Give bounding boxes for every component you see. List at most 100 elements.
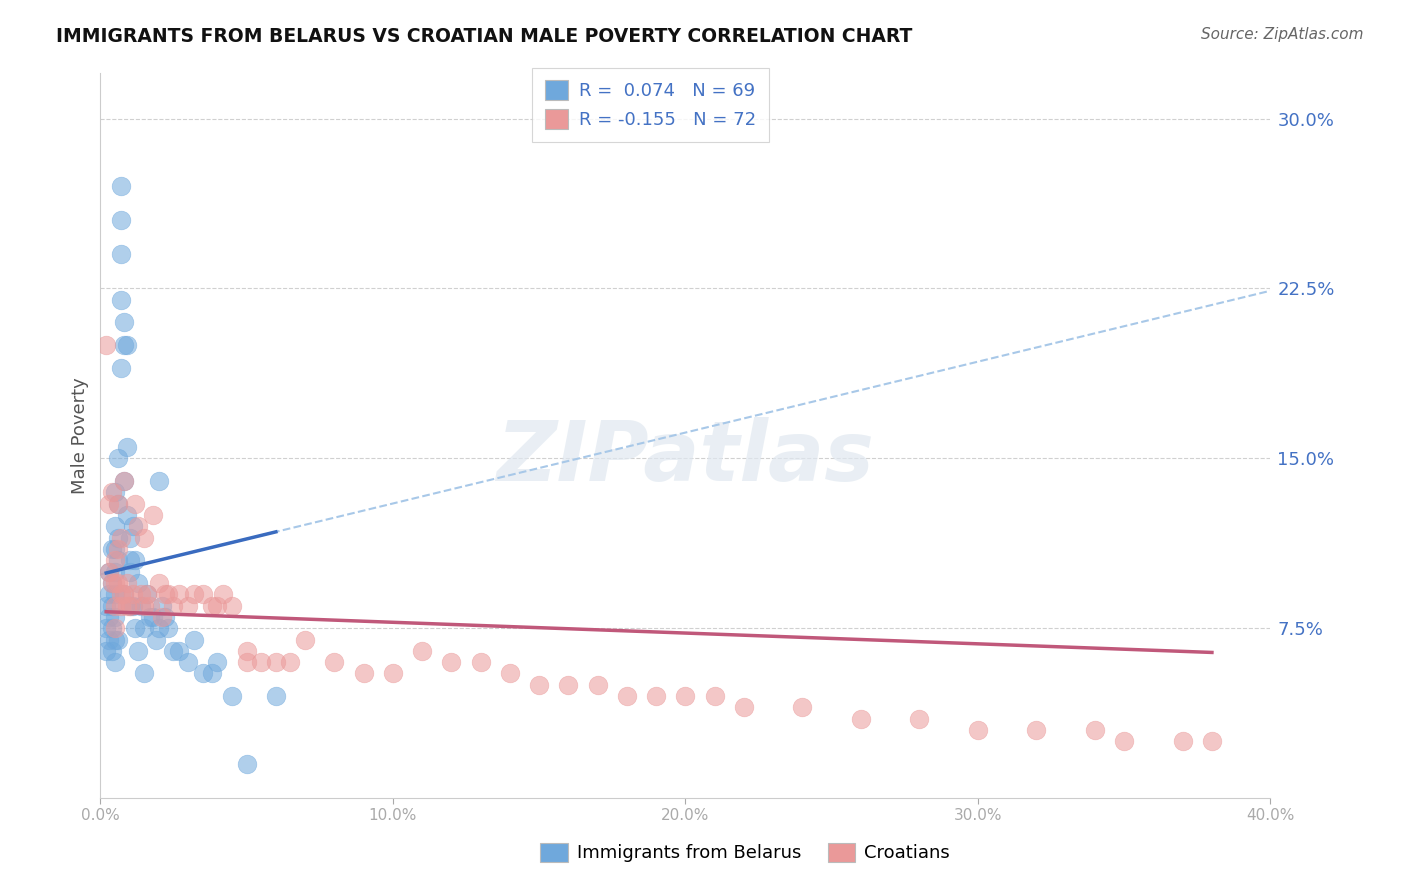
Point [104,599,127,613]
Point [156,621,179,635]
Point [121,519,143,533]
Point [264,689,287,703]
Point [162,599,184,613]
Legend: Immigrants from Belarus, Croatians: Immigrants from Belarus, Croatians [533,836,957,870]
Point [323,655,346,669]
Point [112,338,135,352]
Point [673,689,696,703]
Point [280,655,302,669]
Point [200,599,222,613]
Point [153,587,176,601]
Point [353,666,375,681]
Point [177,599,200,613]
Point [98,565,121,579]
Point [104,621,127,635]
Point [134,621,156,635]
Point [107,497,129,511]
Point [121,587,143,601]
Point [142,508,165,522]
Point [221,599,243,613]
Point [110,179,132,194]
Point [440,655,463,669]
Text: ZIPatlas: ZIPatlas [496,417,875,498]
Point [101,485,124,500]
Point [118,599,141,613]
Point [134,531,156,545]
Point [110,587,132,601]
Point [107,632,129,647]
Point [849,712,872,726]
Point [104,610,127,624]
Point [470,655,492,669]
Point [101,599,124,613]
Point [703,689,725,703]
Point [169,644,191,658]
Point [124,621,146,635]
Point [118,531,141,545]
Point [112,315,135,329]
Point [124,553,146,567]
Point [127,519,149,533]
Point [162,644,184,658]
Point [207,655,229,669]
Text: IMMIGRANTS FROM BELARUS VS CROATIAN MALE POVERTY CORRELATION CHART: IMMIGRANTS FROM BELARUS VS CROATIAN MALE… [56,27,912,45]
Point [96,621,118,635]
Point [131,587,153,601]
Point [557,678,579,692]
Point [134,599,156,613]
Point [124,497,146,511]
Point [792,700,814,714]
Point [112,474,135,488]
Point [112,587,135,601]
Point [104,655,127,669]
Point [98,610,121,624]
Point [200,666,222,681]
Point [381,666,404,681]
Point [96,644,118,658]
Point [221,689,243,703]
Point [98,497,121,511]
Point [967,723,990,738]
Point [107,575,129,590]
Point [235,644,257,658]
Point [118,565,141,579]
Point [101,541,124,556]
Point [183,587,205,601]
Y-axis label: Male Poverty: Male Poverty [72,377,89,494]
Point [98,565,121,579]
Point [110,599,132,613]
Text: Source: ZipAtlas.com: Source: ZipAtlas.com [1201,27,1364,42]
Point [112,587,135,601]
Point [104,587,127,601]
Point [104,553,127,567]
Point [104,541,127,556]
Point [107,531,129,545]
Point [136,587,159,601]
Point [142,610,165,624]
Point [115,440,138,454]
Point [908,712,931,726]
Point [136,587,159,601]
Point [107,553,129,567]
Point [191,666,214,681]
Point [110,293,132,307]
Point [110,213,132,227]
Point [127,644,149,658]
Point [96,338,118,352]
Point [104,519,127,533]
Point [107,451,129,466]
Point [101,621,124,635]
Point [177,655,200,669]
Point [139,610,162,624]
Point [110,247,132,261]
Point [150,610,173,624]
Point [207,599,229,613]
Point [499,666,522,681]
Point [107,497,129,511]
Point [101,575,124,590]
Point [616,689,638,703]
Point [645,689,668,703]
Point [96,599,118,613]
Point [191,587,214,601]
Point [148,474,170,488]
